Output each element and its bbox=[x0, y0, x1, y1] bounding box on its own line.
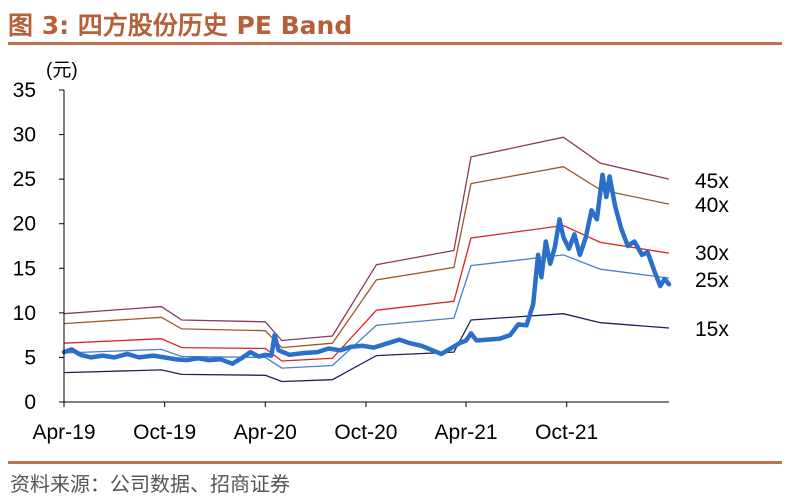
band-label-30x: 30x bbox=[695, 242, 729, 265]
source-rule bbox=[8, 461, 782, 464]
y-tick-label: 0 bbox=[24, 391, 36, 414]
band-label-40x: 40x bbox=[695, 194, 729, 217]
x-tick-label: Oct-19 bbox=[133, 421, 196, 444]
x-tick-label: Apr-21 bbox=[435, 421, 498, 444]
band-line-15x bbox=[63, 313, 670, 383]
y-unit-label: (元) bbox=[46, 60, 78, 81]
y-tick-label: 20 bbox=[13, 213, 36, 236]
price-series bbox=[61, 172, 672, 366]
y-tick-label: 10 bbox=[13, 302, 36, 325]
x-tick-label: Oct-21 bbox=[535, 421, 598, 444]
band-line-25x bbox=[63, 254, 670, 369]
title-rule bbox=[8, 42, 782, 45]
band-line-30x bbox=[63, 224, 670, 362]
source-note: 资料来源：公司数据、招商证券 bbox=[10, 472, 290, 496]
band-line-45x bbox=[63, 136, 670, 342]
band-label-15x: 15x bbox=[695, 318, 729, 341]
pe-band-lines bbox=[63, 136, 670, 383]
band-label-25x: 25x bbox=[695, 269, 729, 292]
price-line bbox=[61, 172, 672, 366]
band-line-40x bbox=[63, 166, 670, 349]
y-tick-label: 30 bbox=[13, 124, 36, 147]
figure-title: 图 3: 四方股份历史 PE Band bbox=[8, 11, 353, 40]
x-tick-labels: Apr-19 Oct-19 Apr-20 Oct-20 Apr-21 Oct-21 bbox=[32, 421, 598, 444]
band-label-45x: 45x bbox=[695, 170, 729, 193]
y-tick-label: 25 bbox=[13, 168, 36, 191]
x-tick-label: Oct-20 bbox=[334, 421, 397, 444]
y-tick-label: 35 bbox=[13, 79, 36, 102]
y-tick-labels: 0 5 10 15 20 25 30 35 bbox=[13, 79, 36, 414]
y-tick-label: 5 bbox=[24, 346, 36, 369]
y-tick-label: 15 bbox=[13, 257, 36, 280]
x-tick-label: Apr-19 bbox=[32, 421, 95, 444]
axes bbox=[59, 89, 669, 407]
x-tick-label: Apr-20 bbox=[234, 421, 297, 444]
